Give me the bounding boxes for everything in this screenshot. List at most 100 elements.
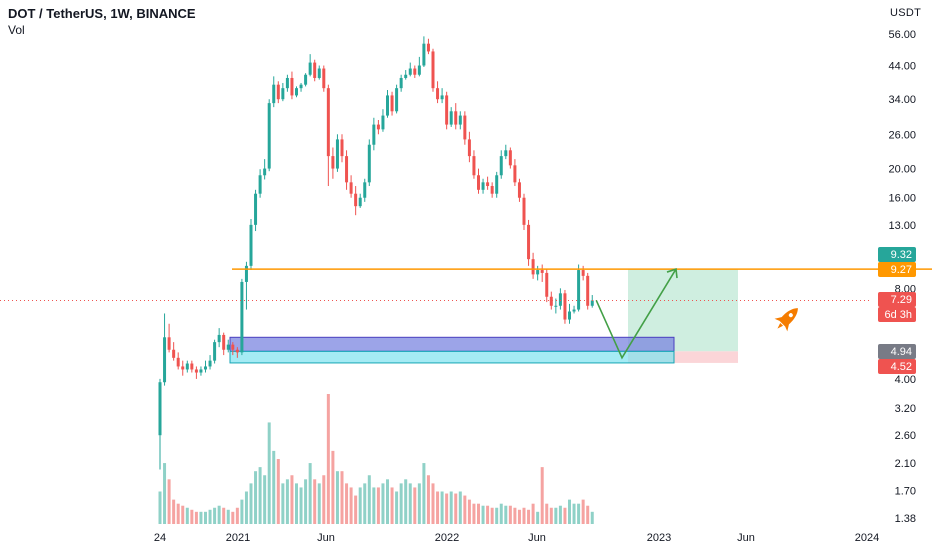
volume-bar [445,493,449,524]
price-tag-label: 4.52 [891,361,912,373]
candle [213,339,217,364]
volume-bar [504,505,508,524]
volume-bar [290,475,294,524]
volume-bar [417,483,421,524]
candle-body [313,62,317,78]
candle [536,265,540,281]
volume-bar [217,505,221,524]
candle-body [194,369,198,373]
volume-bar [326,394,330,524]
candle [522,193,526,230]
price-tags: 9.32 9.27 7.29 6d 3h 4.94 4.52 [878,247,916,374]
price-tag [878,359,916,374]
price-axis[interactable]: 56.0044.0034.0026.0020.0016.0013.008.004… [888,29,916,525]
volume-bar [381,483,385,524]
candle-body [208,360,212,367]
candle-body [349,182,353,194]
candle [167,323,171,353]
candle-body [395,88,399,112]
candle [531,252,535,279]
candle [381,109,385,132]
volume-bar [572,503,576,524]
candle-body [331,156,335,169]
candle [226,339,230,353]
candle-body [181,366,185,370]
loss-zone [628,351,738,363]
candle-body [267,103,271,169]
candle [545,268,549,303]
candle-body [545,272,549,297]
price-tag-label: 9.32 [891,249,912,261]
candle [477,168,480,194]
volume-bar [204,511,207,524]
candle-body [472,156,476,176]
time-tick-label: 2021 [226,532,250,544]
volume-bar [586,505,590,524]
candle-body [577,270,581,310]
candle-body [249,224,253,266]
candle [176,352,180,370]
candle-body [563,293,567,320]
price-tag [878,247,916,262]
candle [517,178,521,202]
candle [231,342,235,356]
volume-bar [190,509,194,524]
volume-bar [254,471,258,524]
volume-bar [267,422,271,524]
candle [363,178,367,202]
symbol-title[interactable]: DOT / TetherUS, 1W, BINANCE [8,6,196,21]
candle [563,289,567,324]
candle [481,178,485,194]
volume-bar [395,491,399,524]
candle [431,48,435,92]
volume-bar [536,511,540,524]
price-tick-label: 1.70 [895,486,916,498]
volume-bar [513,507,517,524]
candle-body [322,68,326,89]
candle-body [581,270,585,276]
candle [527,219,531,266]
candle [577,264,581,312]
candle-body [167,337,171,350]
candle-body [158,382,162,436]
time-axis[interactable]: 24 2021 Jun 2022 Jun 2023 Jun 2024 [154,532,879,544]
candle-body [508,150,512,166]
candle [504,144,508,160]
volume-bar [295,483,298,524]
candle-body [231,344,235,350]
candle [190,360,194,373]
candle [335,134,339,172]
volume-bar [285,479,289,524]
candle [486,176,490,190]
candle [549,291,553,310]
time-tick-label: 2024 [855,532,879,544]
candle-body [568,311,571,320]
volume-bar [531,503,535,524]
volume-bar [413,487,417,524]
candle [222,332,226,356]
volume-bar [231,511,235,524]
candle [194,366,198,379]
volume-bar [176,503,180,524]
candle [399,74,403,92]
volume-label[interactable]: Vol [8,23,25,37]
candle [449,107,453,127]
candle-body [531,259,535,275]
candle-body [244,265,248,282]
candle-body [422,43,426,66]
volume-bar [508,505,512,524]
candle [490,182,494,198]
candle-body [381,115,385,130]
candle-body [477,175,480,190]
candle-body [254,193,258,225]
candle [295,86,298,98]
candle-body [554,305,558,307]
candle-body [499,156,503,176]
candle-body [204,366,207,370]
candle [349,175,353,198]
candle-body [436,88,440,100]
demand-zone-upper [229,336,675,352]
volume-bar [454,493,458,524]
candle [358,193,362,208]
